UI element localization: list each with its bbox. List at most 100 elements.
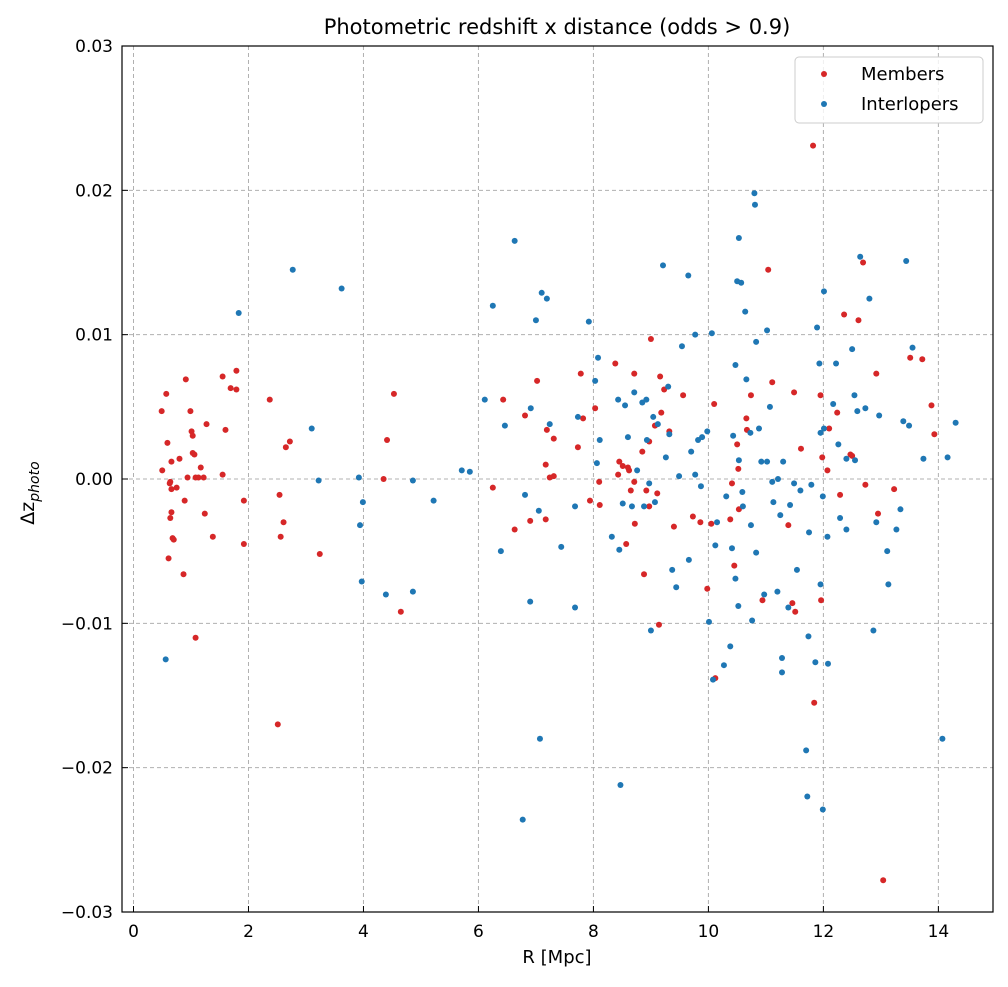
x-tick-label: 12	[813, 922, 835, 942]
point-members	[743, 415, 750, 422]
point-members	[811, 699, 818, 706]
point-members	[704, 585, 711, 592]
point-members	[191, 451, 198, 458]
legend-label-interlopers: Interlopers	[861, 94, 959, 115]
point-members	[646, 503, 653, 510]
point-members	[862, 481, 869, 488]
point-interlopers	[574, 413, 581, 420]
point-members	[907, 354, 914, 361]
point-members	[577, 370, 584, 377]
point-interlopers	[458, 467, 465, 474]
point-members	[619, 463, 626, 470]
point-members	[168, 458, 175, 465]
point-interlopers	[764, 458, 771, 465]
point-members	[697, 519, 704, 526]
point-interlopers	[742, 308, 749, 315]
point-interlopers	[857, 253, 864, 260]
point-interlopers	[409, 477, 416, 484]
x-tick-label: 0	[128, 922, 139, 942]
point-members	[689, 513, 696, 520]
point-interlopers	[758, 458, 765, 465]
point-interlopers	[585, 318, 592, 325]
point-interlopers	[619, 500, 626, 507]
point-interlopers	[939, 735, 946, 742]
point-members	[543, 426, 550, 433]
point-members	[184, 474, 191, 481]
point-interlopers	[501, 422, 508, 429]
point-members	[274, 721, 281, 728]
point-members	[195, 474, 202, 481]
point-interlopers	[641, 503, 648, 510]
point-interlopers	[787, 501, 794, 508]
point-interlopers	[885, 581, 892, 588]
point-members	[785, 522, 792, 529]
data-points	[158, 142, 959, 884]
point-members	[176, 455, 183, 462]
x-tick-label: 6	[473, 922, 484, 942]
point-members	[735, 465, 742, 472]
point-members	[209, 533, 216, 540]
point-interlopers	[382, 591, 389, 598]
point-interlopers	[779, 654, 786, 661]
point-interlopers	[522, 491, 529, 498]
point-members	[708, 520, 715, 527]
point-interlopers	[751, 190, 758, 197]
point-interlopers	[843, 526, 850, 533]
point-interlopers	[535, 507, 542, 514]
point-interlopers	[308, 425, 315, 432]
point-members	[187, 408, 194, 415]
point-members	[731, 562, 738, 569]
y-tick-label: 0.00	[75, 470, 113, 490]
point-members	[266, 396, 273, 403]
point-interlopers	[952, 419, 959, 426]
point-interlopers	[643, 437, 650, 444]
point-interlopers	[824, 533, 831, 540]
point-interlopers	[634, 467, 641, 474]
point-interlopers	[481, 396, 488, 403]
point-interlopers	[665, 383, 672, 390]
point-interlopers	[730, 432, 737, 439]
point-members	[612, 360, 619, 367]
point-members	[626, 467, 633, 474]
point-interlopers	[688, 448, 695, 455]
point-members	[192, 634, 199, 641]
point-interlopers	[572, 503, 579, 510]
point-members	[550, 473, 557, 480]
point-interlopers	[797, 487, 804, 494]
point-interlopers	[753, 549, 760, 556]
point-interlopers	[812, 659, 819, 666]
point-members	[826, 425, 833, 432]
point-members	[641, 571, 648, 578]
point-interlopers	[616, 546, 623, 553]
point-interlopers	[650, 413, 657, 420]
point-interlopers	[749, 617, 756, 624]
point-members	[627, 487, 634, 494]
point-interlopers	[714, 519, 721, 526]
point-interlopers	[527, 405, 534, 412]
axis-ticks: 0 2 4 6 8 10 12 14 −0.03 −0.02 −0.01 0.00 0.01 0.02 0.…	[61, 37, 949, 942]
point-interlopers	[359, 499, 366, 506]
point-interlopers	[617, 781, 624, 788]
point-interlopers	[873, 519, 880, 526]
point-interlopers	[766, 403, 773, 410]
point-interlopers	[739, 488, 746, 495]
point-interlopers	[808, 481, 815, 488]
point-interlopers	[685, 272, 692, 279]
point-interlopers	[519, 816, 526, 823]
point-interlopers	[732, 361, 739, 368]
point-members	[233, 386, 240, 393]
point-members	[837, 491, 844, 498]
point-interlopers	[651, 499, 658, 506]
point-members	[818, 597, 825, 604]
point-interlopers	[511, 237, 518, 244]
y-tick-label: −0.03	[61, 903, 113, 923]
point-interlopers	[654, 421, 661, 428]
point-interlopers	[739, 503, 746, 510]
point-interlopers	[699, 434, 706, 441]
point-members	[380, 476, 387, 482]
point-interlopers	[870, 627, 877, 634]
point-members	[596, 501, 603, 508]
point-interlopers	[355, 474, 362, 481]
point-interlopers	[791, 480, 798, 487]
point-members	[616, 458, 623, 465]
